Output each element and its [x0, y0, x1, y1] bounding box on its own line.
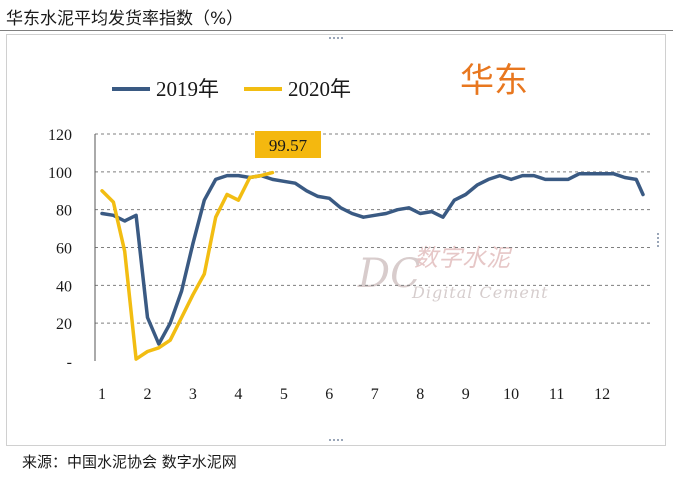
x-tick-label: 9 — [462, 386, 470, 403]
region-label: 华东 — [460, 61, 528, 101]
y-tick-label: 120 — [48, 127, 72, 144]
x-axis-tick-labels: 1 2 3 4 5 6 7 8 9 10 11 12 — [98, 386, 610, 403]
x-tick-label: 2 — [143, 386, 151, 403]
x-tick-label: 4 — [234, 386, 242, 403]
series-lines — [100, 170, 645, 361]
page-title: 华东水泥平均发货率指数（%） — [6, 9, 244, 29]
peak-callout: 99.57 — [255, 131, 321, 158]
legend-label-2019: 2019年 — [156, 77, 219, 101]
x-tick-label: 12 — [594, 386, 610, 403]
x-tick-label: 3 — [189, 386, 197, 403]
x-tick-label: 5 — [280, 386, 288, 403]
y-tick-label: 100 — [48, 165, 72, 182]
watermark: DC 数字水泥 Digital Cement — [357, 244, 549, 302]
watermark-text-cn: 数字水泥 — [414, 244, 513, 272]
watermark-logo: DC — [357, 251, 421, 297]
x-tick-label: 10 — [503, 386, 519, 403]
x-tick-label: 6 — [325, 386, 333, 403]
x-tick-label: 8 — [416, 386, 424, 403]
series-line-2020 — [100, 170, 275, 361]
y-tick-label: 60 — [56, 241, 72, 258]
x-tick-label: 7 — [371, 386, 379, 403]
resize-handle-right[interactable] — [657, 233, 663, 247]
peak-callout-box — [255, 131, 321, 158]
y-axis-tick-labels: - 20 40 60 80 100 120 — [48, 127, 72, 371]
watermark-text-en: Digital Cement — [411, 283, 549, 302]
source-note: 来源：中国水泥协会 数字水泥网 — [22, 453, 237, 471]
y-tick-label: 40 — [56, 278, 72, 295]
x-tick-label: 1 — [98, 386, 106, 403]
resize-handle-bottom[interactable] — [329, 439, 343, 445]
title-divider — [0, 30, 673, 31]
gridlines — [94, 133, 652, 361]
y-tick-label: - — [67, 354, 72, 371]
series-line-2019 — [100, 171, 645, 346]
legend-label-2020: 2020年 — [288, 77, 351, 101]
resize-handle-top[interactable] — [329, 37, 343, 43]
peak-callout-label: 99.57 — [269, 136, 308, 155]
x-tick-label: 11 — [549, 386, 564, 403]
chart-frame[interactable] — [6, 34, 666, 446]
legend: 2019年 2020年 — [112, 77, 351, 101]
y-tick-label: 80 — [56, 203, 72, 220]
y-tick-label: 20 — [56, 316, 72, 333]
